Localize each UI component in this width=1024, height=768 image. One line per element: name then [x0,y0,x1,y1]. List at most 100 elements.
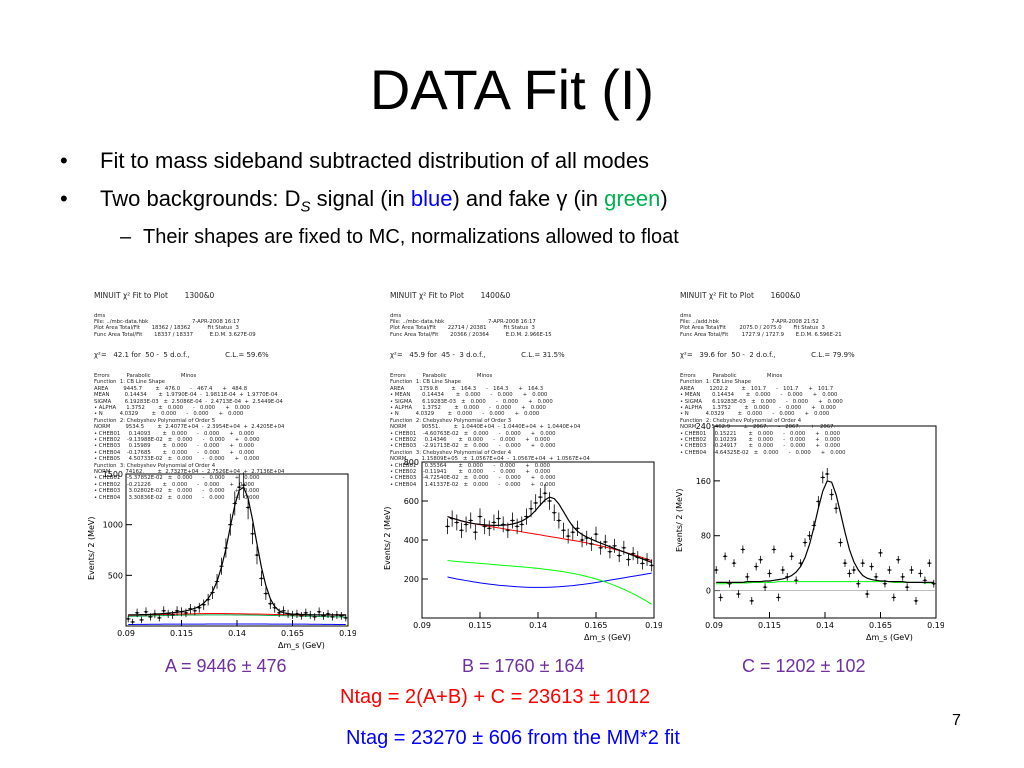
data-point [269,602,272,605]
fit-title-b: MINUIT χ² Fit to Plot [390,290,464,300]
slide-title: DATA Fit (I) [369,58,655,121]
data-point [906,586,909,589]
chi2-b: χ²= 45.9 for 45 - 3 d.o.f., [390,351,486,360]
data-point [167,612,170,615]
fit-title-c: MINUIT χ² Fit to Plot [680,290,754,300]
data-point [553,511,556,514]
data-point [839,541,842,544]
data-point [932,582,935,585]
bullet-text-prefix: Two backgrounds: D [100,186,301,211]
data-point [599,546,602,549]
data-point [278,611,281,614]
data-point [149,615,152,618]
data-point [576,527,579,530]
fit-table-a: Errors Parabolic Minos Function 1: CB Li… [94,372,285,501]
fit-parameter-box-a: MINUIT χ² Fit to Plot 1300&0 dms File: .… [94,278,356,514]
data-point [326,612,330,615]
x-tick-label: 0.165 [585,621,608,630]
data-point [861,562,864,565]
fit-curve [447,572,652,588]
data-point [821,476,824,479]
data-point [879,551,882,554]
data-point [520,523,523,526]
result-c: C = 1202 ± 102 [742,656,866,676]
data-point [759,558,762,561]
data-point [728,582,731,585]
data-point [469,519,472,522]
fit-title-a: MINUIT χ² Fit to Plot [94,290,168,300]
data-point [923,579,926,582]
plot-frame [713,425,937,619]
data-point [127,617,130,621]
data-point [273,606,276,609]
data-point [136,611,139,614]
data-point [645,558,649,561]
y-tick-label: 1000 [103,521,123,530]
bullet-text-mid2: ) and fake [452,186,557,211]
data-point [781,568,784,572]
data-point [830,493,833,496]
data-point [874,575,878,578]
data-point [313,615,316,618]
y-tick-label: 160 [696,477,711,486]
data-point [238,486,241,489]
x-tick-label: 0.09 [117,629,135,638]
confidence-level-b: C.L.= 31.5% [521,351,565,360]
data-point [131,620,134,624]
data-point [171,613,174,616]
data-point [580,538,584,542]
x-axis-label: Δm_s (GeV) [584,633,631,642]
gamma-symbol: γ [556,186,568,211]
histogram-plot-a: 0.09 0.115 0.14 0.165 0.19 500 1000 1500 Δm_s (G… [87,470,356,650]
bullet-item: • Fit to mass sideband subtracted distri… [60,146,679,184]
data-point [897,558,900,561]
data-point [295,612,299,615]
data-point [175,609,179,612]
data-point [852,568,855,572]
data-point [826,472,829,476]
x-tick-label: 0.14 [816,621,834,630]
data-point [608,550,612,553]
bullet-item: • Two backgrounds: DS signal (in blue) a… [60,184,679,222]
fit-panel-b: MINUIT χ² Fit to Plot 1400&0 dms File: .… [380,278,662,648]
green-word: green [604,186,661,211]
sub-bullet-text: Their shapes are fixed to MC, normalizat… [143,226,679,248]
ntag-fit: Ntag = 23270 ± 606 from the MM*2 fit [346,727,680,749]
data-point [799,562,802,565]
data-point [622,546,625,549]
data-point [474,531,477,534]
data-point [732,562,736,565]
data-point [282,609,285,612]
data-point [193,609,196,612]
fit-curve [128,623,346,625]
x-axis-label: Δm_s (GeV) [866,633,913,642]
data-point [746,575,749,578]
data-point [144,610,148,613]
bullet-subscript: S [300,198,311,216]
data-point [539,496,542,499]
data-point [543,492,547,495]
page-number: 7 [952,712,961,729]
x-tick-label: 0.14 [228,629,246,638]
data-point [618,554,621,557]
data-point [492,521,496,524]
result-a: A = 9446 ± 476 [165,656,287,676]
data-point [229,523,232,526]
y-tick-label: 80 [701,532,711,541]
bullet-text-mid: signal (in [310,186,411,211]
chi2-a: χ²= 42.1 for 50 - 5 d.o.f., [94,351,190,360]
chi2-c: χ²= 39.6 for 50 - 2 d.o.f., [680,351,776,360]
data-point [340,614,343,617]
plot-id-a: 1300&0 [184,290,215,300]
data-point [585,536,588,540]
data-point [790,555,793,558]
ntag-sum: Ntag = 2(A+B) + C = 23613 ± 1012 [340,686,651,708]
data-point [451,517,454,520]
data-point [641,562,644,565]
sub-bullet-dash: – [120,226,132,248]
blue-word: blue [410,186,453,211]
bullet-text-mid3: (in [567,186,605,211]
x-tick-label: 0.09 [705,621,723,630]
data-point [483,525,486,528]
x-tick-label: 0.165 [869,621,892,630]
